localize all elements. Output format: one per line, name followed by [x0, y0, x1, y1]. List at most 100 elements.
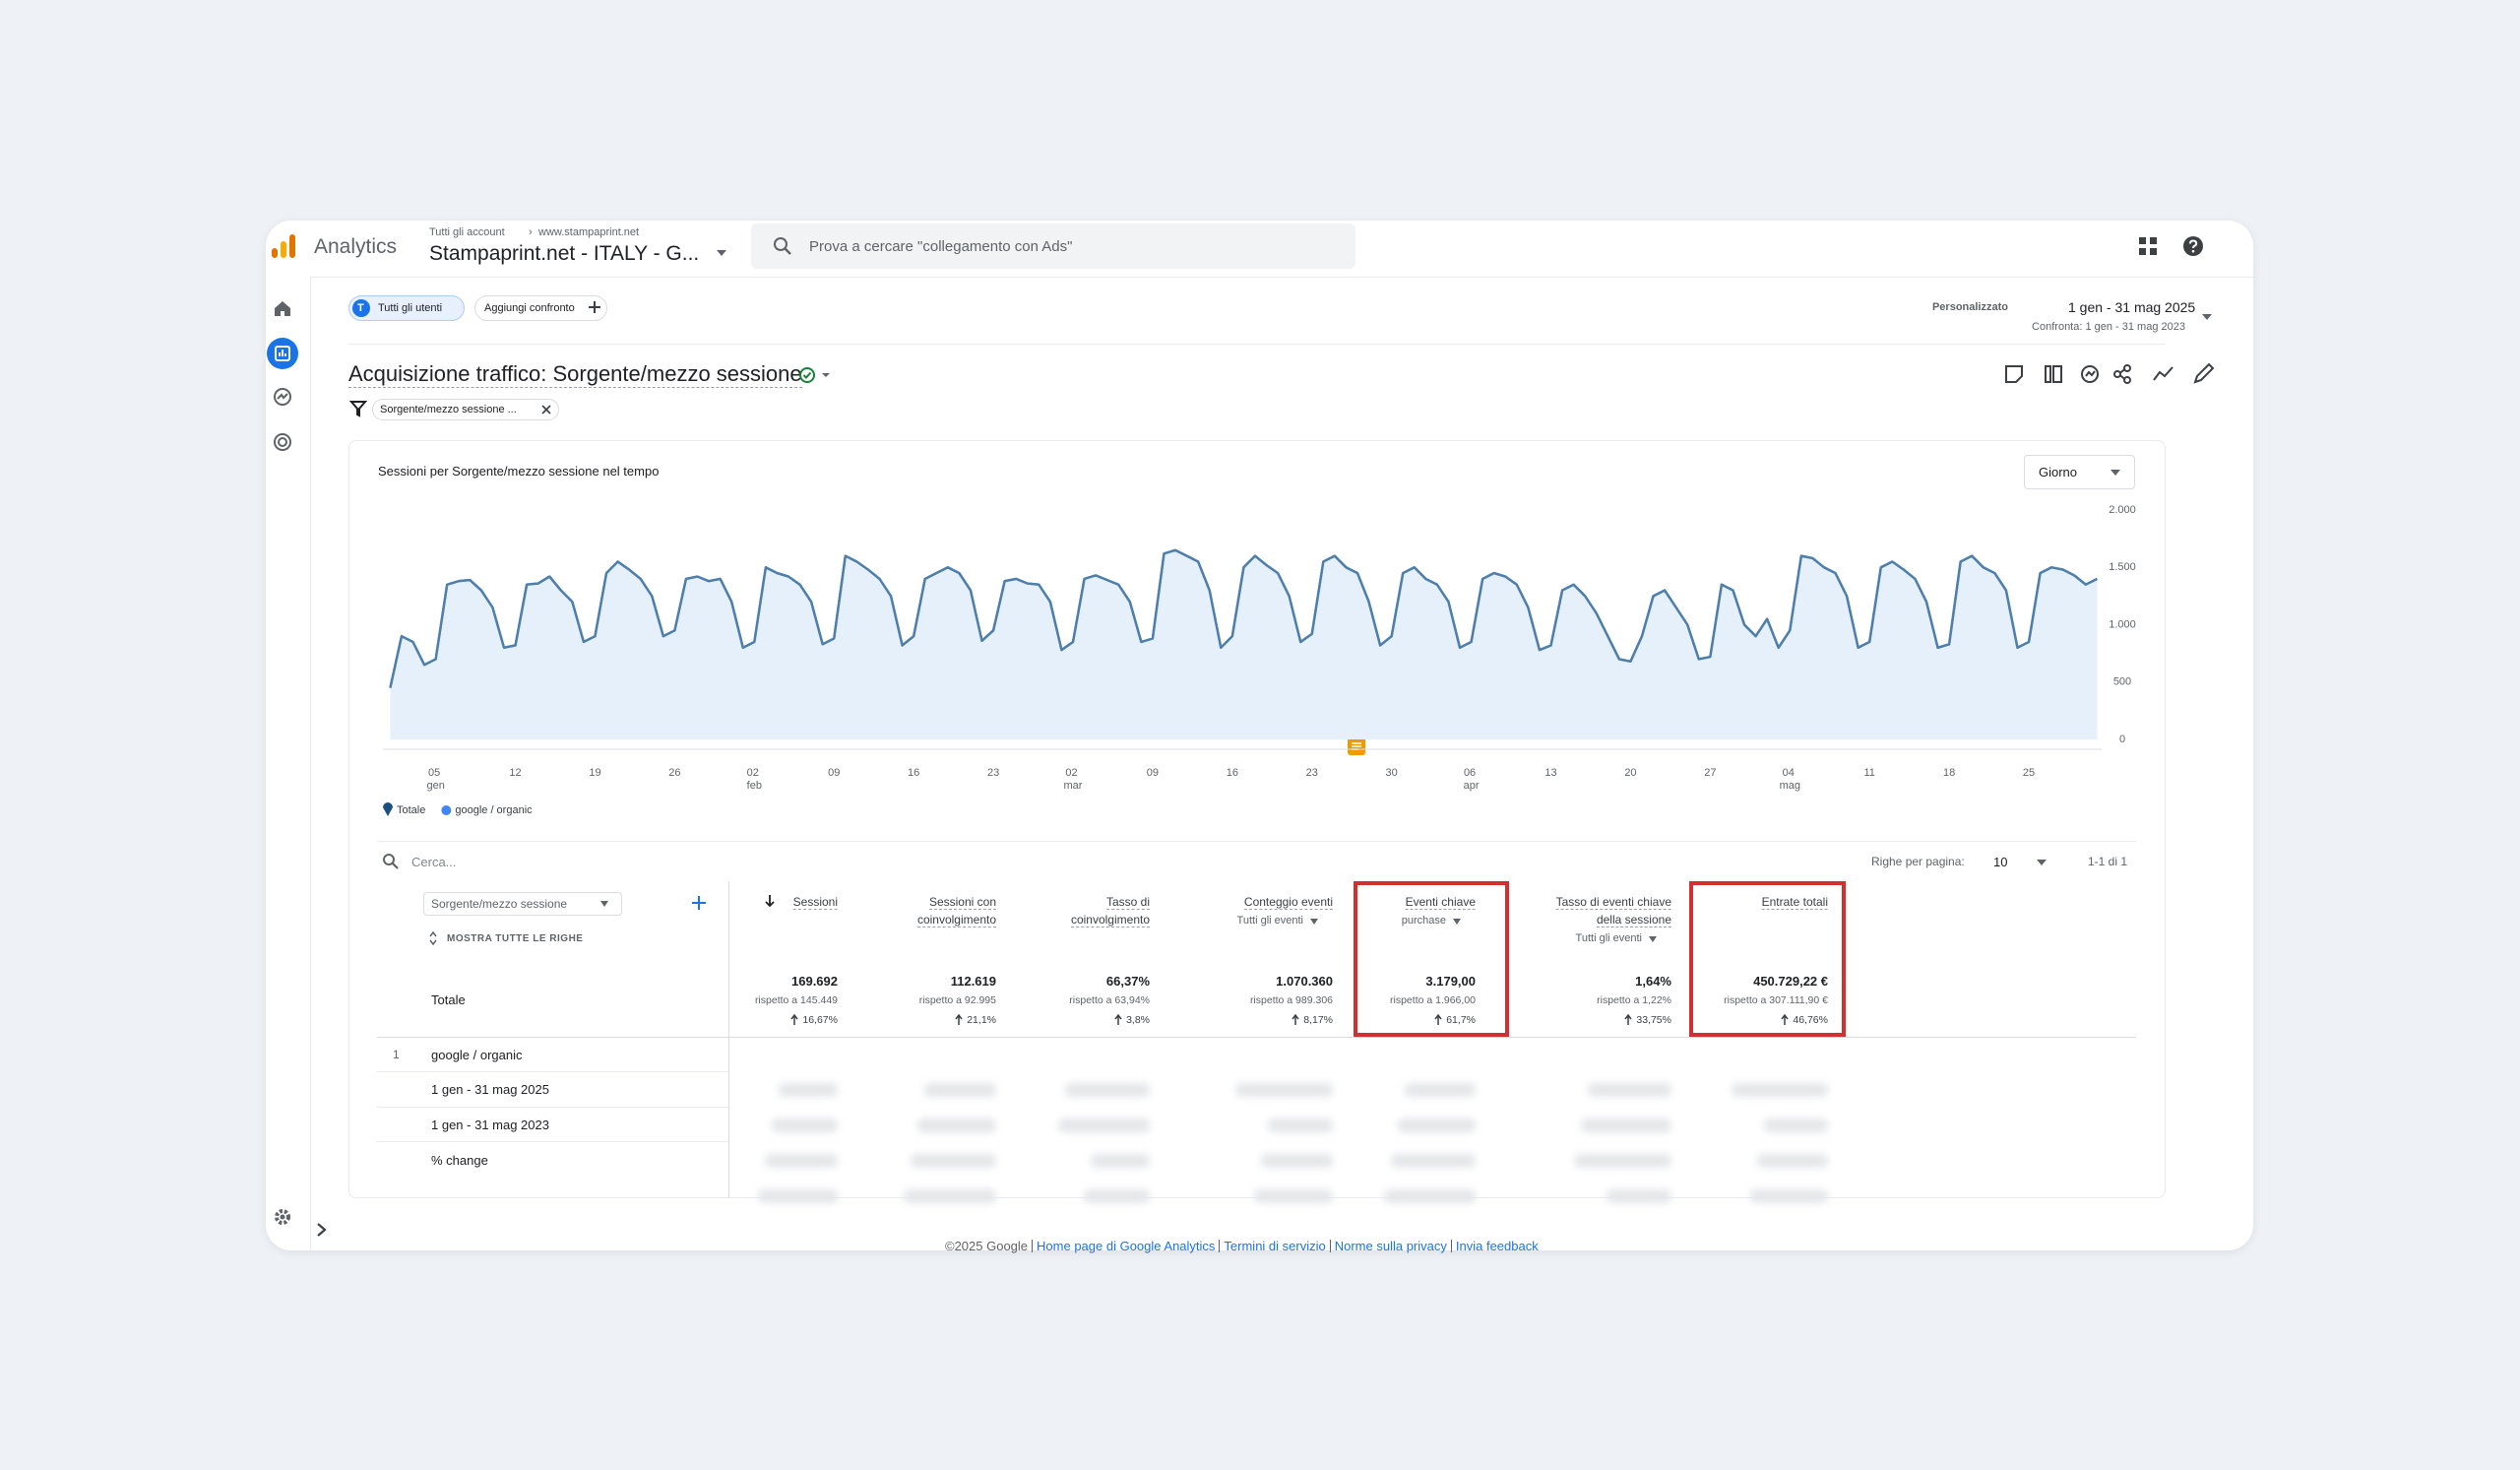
apps-icon[interactable]	[2138, 236, 2158, 256]
report-actions[interactable]	[2002, 362, 2215, 386]
highlight-box	[1354, 881, 1509, 1037]
blurred-cell	[765, 1154, 838, 1168]
advertising-icon[interactable]	[273, 432, 292, 452]
subrow-label: 1 gen - 31 mag 2023	[431, 1118, 549, 1132]
column-header[interactable]: della sessione	[1596, 913, 1671, 927]
total-value: 1,64%	[1635, 974, 1671, 989]
subtitle-caret	[1649, 936, 1657, 942]
row-index: 1	[393, 1048, 400, 1061]
toolbar-divider	[348, 344, 2166, 345]
column-header[interactable]: Eventi chiave	[1405, 895, 1476, 910]
blurred-cell	[1084, 1189, 1150, 1203]
breadcrumb[interactable]: www.stampaprint.net	[538, 226, 640, 238]
blurred-cell	[1405, 1083, 1476, 1097]
compare-value: rispetto a 63,94%	[1069, 994, 1150, 1006]
blurred-cell	[917, 1118, 996, 1132]
change-value: 33,75%	[1636, 1014, 1671, 1026]
row-divider	[377, 1141, 728, 1142]
granularity: Giorno	[2039, 465, 2078, 479]
explore-icon[interactable]	[273, 387, 292, 407]
settings-icon[interactable]	[273, 1207, 292, 1227]
segment-label: Tutti gli utenti	[378, 302, 443, 314]
footer-link[interactable]: Termini di servizio	[1219, 1240, 1329, 1252]
filter-chip[interactable]	[372, 399, 559, 420]
up-arrow	[1781, 1014, 1789, 1025]
expand-chevron[interactable]	[315, 1222, 329, 1238]
search-placeholder: Prova a cercare "collegamento con Ads"	[809, 238, 1073, 255]
column-header[interactable]: Conteggio eventi	[1243, 895, 1333, 910]
blurred-cell	[779, 1083, 838, 1097]
property-selector[interactable]: Stampaprint.net - ITALY - G...	[429, 242, 700, 265]
column-subtitle[interactable]: Tutti gli eventi	[1575, 932, 1642, 944]
dropdown-caret	[717, 250, 726, 256]
column-divider	[728, 881, 729, 1198]
filter-close[interactable]	[540, 404, 552, 415]
blurred-cell	[1588, 1083, 1671, 1097]
compare-value: rispetto a 1.966,00	[1390, 994, 1476, 1006]
report-status[interactable]	[798, 365, 834, 385]
blurred-cell	[1398, 1118, 1476, 1132]
footer: ©2025 Google Home page di Google Analytic…	[941, 1240, 1543, 1252]
footer-link[interactable]: Norme sulla privacy	[1329, 1240, 1451, 1252]
granularity-caret	[2110, 470, 2120, 476]
row-divider	[377, 1107, 728, 1108]
footer-link[interactable]: Invia feedback	[1450, 1240, 1543, 1252]
column-header[interactable]: Tasso di	[1105, 895, 1150, 910]
product-name: Analytics	[314, 235, 398, 258]
blurred-cell	[1065, 1083, 1150, 1097]
column-header[interactable]: coinvolgimento	[1070, 913, 1150, 927]
up-arrow	[1624, 1014, 1632, 1025]
blurred-cell	[1091, 1154, 1150, 1168]
date-range[interactable]: 1 gen - 31 mag 2025	[2068, 299, 2196, 315]
rows-per-page-label: Righe per pagina:	[1871, 855, 1965, 868]
help-icon[interactable]	[2182, 235, 2204, 257]
blurred-cell	[1261, 1154, 1333, 1168]
blurred-cell	[911, 1154, 996, 1168]
blurred-cell	[1757, 1154, 1828, 1168]
up-arrow	[955, 1014, 963, 1025]
column-subtitle[interactable]: purchase	[1401, 915, 1446, 927]
reports-icon[interactable]	[266, 337, 299, 370]
dimension-caret	[600, 901, 608, 907]
rows-caret	[2037, 860, 2047, 865]
column-header[interactable]: coinvolgimento	[916, 913, 996, 927]
subrow-label: 1 gen - 31 mag 2025	[431, 1082, 549, 1097]
row-label[interactable]: google / organic	[431, 1048, 523, 1062]
show-all-rows[interactable]: MOSTRA TUTTE LE RIGHE	[447, 933, 584, 944]
table-search[interactable]: Cerca...	[411, 855, 457, 869]
column-header[interactable]: Sessioni con	[928, 895, 996, 910]
total-value: 66,37%	[1105, 974, 1150, 989]
blurred-cell	[1268, 1118, 1333, 1132]
segment-badge: T	[357, 302, 364, 314]
annotation-marker[interactable]	[1347, 736, 1366, 756]
search-icon	[774, 237, 791, 255]
blurred-cell	[772, 1118, 838, 1132]
add-dimension[interactable]	[691, 895, 707, 911]
rows-per-page[interactable]: 10	[1993, 855, 2008, 869]
compare-range: Confronta: 1 gen - 31 mag 2023	[2032, 321, 2185, 333]
date-caret[interactable]	[2201, 312, 2213, 322]
column-header[interactable]: Sessioni	[792, 895, 838, 910]
column-header[interactable]: Entrate totali	[1761, 895, 1828, 910]
column-header[interactable]: Tasso di eventi chiave	[1555, 895, 1671, 910]
sidebar-divider	[310, 277, 311, 1250]
breadcrumb[interactable]: Tutti gli account	[429, 226, 505, 238]
blurred-cell	[1606, 1189, 1671, 1203]
dimension-select[interactable]	[423, 892, 622, 916]
total-value: 169.692	[791, 974, 838, 989]
compare-value: rispetto a 92.995	[918, 994, 996, 1006]
search-box[interactable]	[751, 224, 1355, 269]
footer-link[interactable]: Home page di Google Analytics	[1032, 1240, 1219, 1252]
blurred-cell	[1235, 1083, 1333, 1097]
home-icon[interactable]	[273, 298, 292, 318]
column-subtitle[interactable]: Tutti gli eventi	[1236, 915, 1303, 927]
blurred-cell	[1254, 1189, 1333, 1203]
compare-value: rispetto a 989.306	[1249, 994, 1333, 1006]
blurred-cell	[1764, 1118, 1828, 1132]
filter-icon	[349, 401, 367, 417]
granularity-select[interactable]	[2024, 455, 2135, 489]
totals-divider	[377, 1037, 2136, 1038]
add-comparison-chip[interactable]	[474, 295, 607, 321]
segment-badge-bg	[352, 299, 370, 317]
